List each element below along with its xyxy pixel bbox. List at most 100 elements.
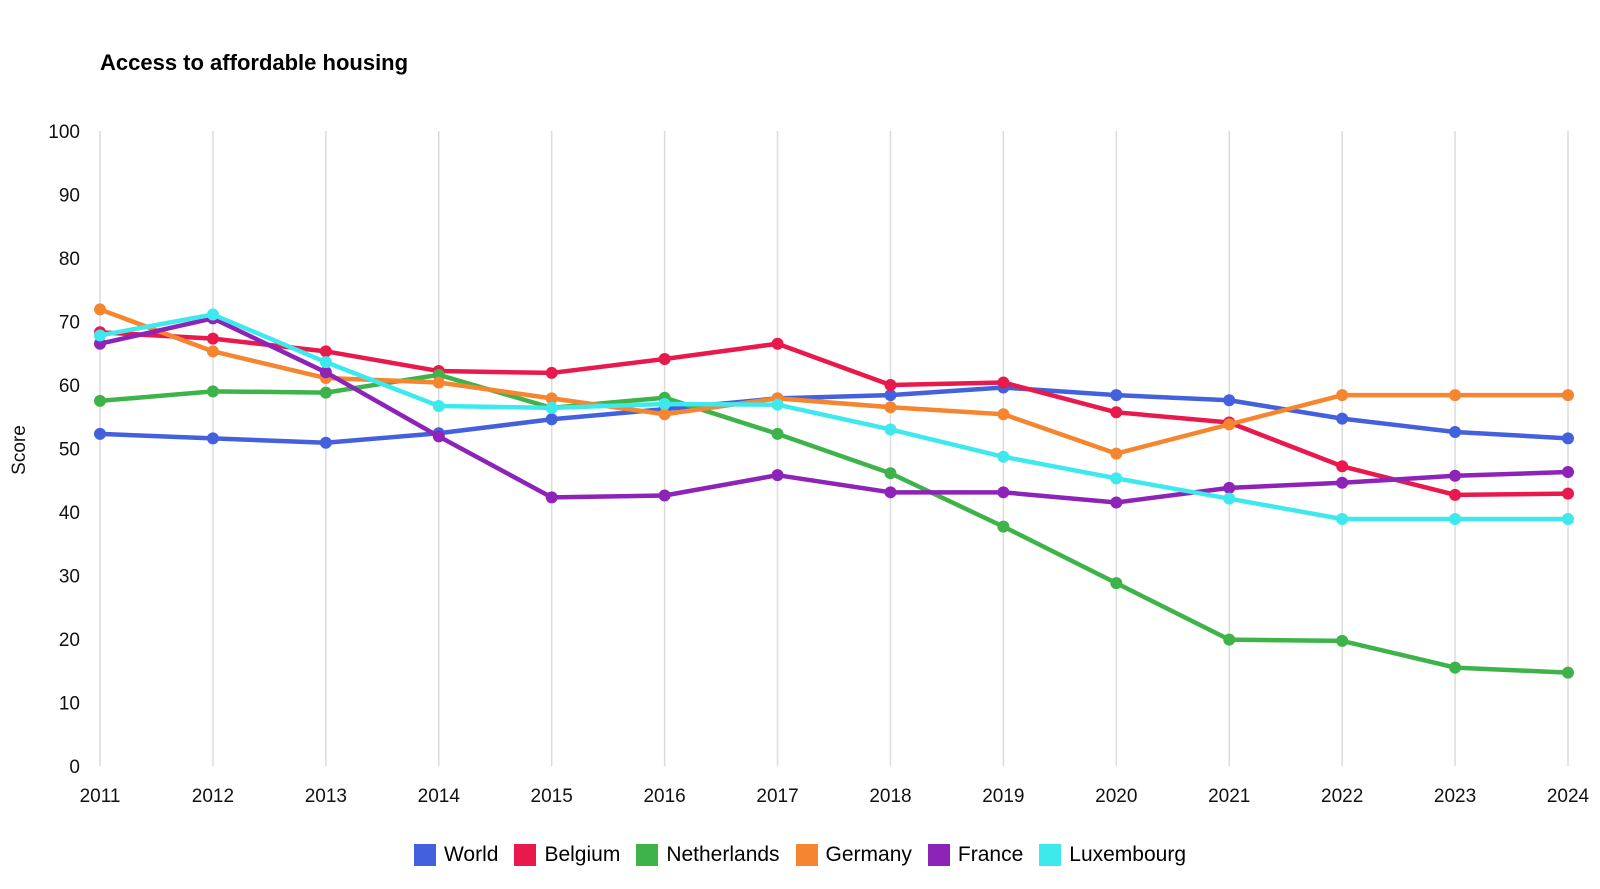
data-point (1449, 389, 1462, 402)
data-point (1223, 492, 1236, 505)
x-tick-label: 2024 (1547, 786, 1590, 807)
y-tick-label: 100 (48, 122, 80, 143)
legend-label: Belgium (544, 843, 621, 866)
legend-label: Luxembourg (1069, 843, 1187, 866)
data-point (884, 423, 897, 436)
series-line (97, 316, 1571, 505)
data-point (206, 345, 219, 358)
data-point (545, 413, 558, 426)
data-point (1336, 389, 1349, 402)
legend-item-world: World (413, 843, 499, 867)
x-tick-label: 2015 (531, 786, 573, 807)
series-line (97, 330, 1571, 498)
data-point (94, 337, 106, 350)
data-point (1110, 389, 1123, 402)
x-tick-label: 2016 (643, 786, 685, 807)
series-netherlands (94, 368, 1574, 679)
data-point (1336, 460, 1349, 473)
y-tick-label: 70 (59, 313, 80, 334)
data-point (884, 389, 897, 402)
data-point (771, 398, 784, 411)
series-line (97, 307, 1571, 456)
x-tick-label: 2020 (1095, 786, 1137, 807)
series-line (97, 372, 1571, 675)
y-tick-label: 50 (59, 440, 80, 461)
data-point (206, 432, 219, 445)
data-point (997, 486, 1010, 499)
data-point (1562, 666, 1574, 679)
data-point (1562, 487, 1574, 500)
x-tick-label: 2014 (418, 786, 461, 807)
data-point (545, 491, 558, 504)
x-tick-label: 2021 (1208, 786, 1250, 807)
data-point (206, 332, 219, 345)
data-point (545, 401, 558, 414)
data-point (1223, 394, 1236, 407)
x-axis: 2011 2012 2013 2014 2015 2016 2017 2018 2019 2020… (80, 786, 1590, 807)
data-point (1336, 512, 1349, 525)
series-layer (94, 303, 1574, 679)
data-point (771, 337, 784, 350)
legend-swatch (1039, 844, 1062, 866)
x-tick-label: 2013 (305, 786, 347, 807)
series-germany (94, 303, 1574, 460)
y-tick-label: 0 (69, 757, 80, 778)
data-point (1449, 661, 1462, 674)
data-point (1336, 476, 1349, 489)
data-point (432, 399, 445, 412)
x-tick-label: 2022 (1321, 786, 1363, 807)
data-point (94, 303, 106, 316)
data-point (1449, 488, 1462, 501)
data-point (997, 376, 1010, 389)
data-point (545, 392, 558, 405)
y-tick-label: 40 (59, 503, 80, 524)
data-point (1562, 512, 1574, 525)
legend-item-france: France (927, 843, 1023, 867)
data-point (432, 430, 445, 443)
data-point (658, 489, 671, 502)
chart-title: Access to affordable housing (100, 50, 409, 75)
data-point (1110, 447, 1123, 460)
data-point (432, 376, 445, 389)
data-point (94, 427, 106, 440)
data-point (319, 366, 332, 379)
data-point (1336, 412, 1349, 425)
legend-item-belgium: Belgium (514, 843, 620, 867)
data-point (94, 394, 106, 407)
data-point (884, 486, 897, 499)
legend-swatch (514, 844, 537, 866)
legend-label: World (443, 843, 499, 866)
data-point (1336, 634, 1349, 647)
y-tick-label: 60 (59, 376, 80, 397)
data-point (1223, 633, 1236, 646)
data-point (1110, 577, 1123, 590)
data-point (206, 385, 219, 398)
data-point (884, 467, 897, 480)
data-point (1562, 432, 1574, 445)
series-line (97, 385, 1571, 446)
series-belgium (94, 326, 1574, 501)
x-tick-label: 2018 (869, 786, 911, 807)
legend-item-netherlands: Netherlands (636, 843, 780, 867)
data-point (658, 352, 671, 365)
data-point (319, 345, 332, 358)
data-point (997, 408, 1010, 421)
series-france (94, 312, 1574, 509)
series-luxembourg (94, 308, 1574, 525)
data-point (884, 401, 897, 414)
data-point (1562, 389, 1574, 402)
data-point (1110, 406, 1123, 419)
data-point (771, 469, 784, 482)
grid-layer (99, 131, 1569, 766)
data-point (658, 398, 671, 411)
legend-swatch (927, 844, 950, 866)
y-tick-label: 80 (59, 249, 80, 270)
legend-swatch (636, 844, 659, 866)
legend-item-luxembourg: Luxembourg (1039, 843, 1186, 867)
y-axis-title: Score (9, 425, 30, 475)
data-point (1110, 496, 1123, 509)
legend-swatch (795, 844, 818, 866)
y-tick-label: 20 (59, 630, 80, 651)
data-point (1223, 481, 1236, 494)
data-point (1562, 465, 1574, 478)
